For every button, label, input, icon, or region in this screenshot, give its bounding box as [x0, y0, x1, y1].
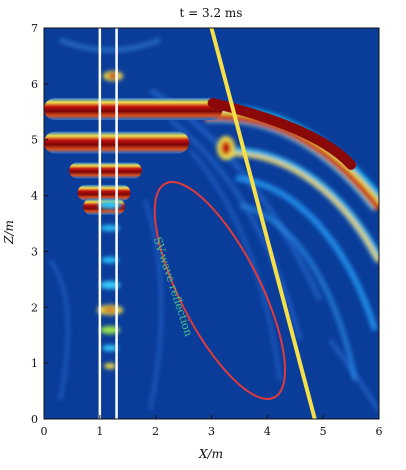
boreholes	[98, 28, 118, 419]
wavefront-band	[69, 162, 142, 179]
ripple-arc	[48, 258, 70, 401]
y-tick-label: 7	[31, 22, 38, 35]
x-tick-label: 4	[264, 425, 271, 438]
x-tick-label: 2	[152, 425, 159, 438]
blob	[102, 345, 118, 351]
chart-title: t = 3.2 ms	[180, 6, 243, 20]
x-axis-label: X/m	[198, 447, 223, 461]
wavefront-arc	[204, 114, 379, 211]
hotspot-core	[221, 141, 231, 155]
y-tick-label: 5	[31, 134, 38, 147]
wavefront-band	[77, 184, 131, 201]
plot-background	[44, 28, 379, 419]
ripple-arc	[143, 199, 164, 411]
wavefront-band	[44, 97, 223, 120]
blob	[104, 363, 116, 369]
background-ripples	[48, 37, 379, 412]
plot-area: SV-wave reflection	[43, 27, 380, 420]
y-tick-label: 4	[31, 190, 38, 203]
y-tick-label: 1	[31, 357, 38, 370]
wavefront-arc	[235, 175, 378, 331]
x-tick-label: 3	[208, 425, 215, 438]
y-tick-label: 3	[31, 245, 38, 258]
reflection-ellipse	[153, 181, 286, 400]
y-tick-label: 6	[31, 78, 38, 91]
blob	[100, 281, 120, 289]
blob	[101, 257, 119, 263]
interface-hotspot	[217, 136, 235, 160]
blob	[100, 225, 120, 231]
y-tick-label: 0	[31, 413, 38, 426]
y-axis-label: Z/m	[2, 220, 16, 245]
interface-line	[209, 28, 317, 419]
ripple-arc	[168, 118, 303, 341]
y-axis: 0 1 2 3 4 5 6 7	[31, 22, 48, 426]
x-axis: 0 1 2 3 4 5 6	[41, 415, 383, 438]
x-tick-label: 0	[41, 425, 48, 438]
wavefront-arc	[227, 151, 379, 263]
blob	[103, 307, 117, 313]
ripple-arc	[188, 148, 282, 381]
wavefront-band-tail	[207, 97, 357, 170]
y-tick-label: 2	[31, 301, 38, 314]
blob	[98, 201, 122, 209]
x-tick-label: 5	[320, 425, 327, 438]
x-tick-label: 1	[96, 425, 103, 438]
ripple-arc	[59, 37, 161, 53]
blob	[100, 326, 120, 334]
x-tick-label: 6	[376, 425, 383, 438]
